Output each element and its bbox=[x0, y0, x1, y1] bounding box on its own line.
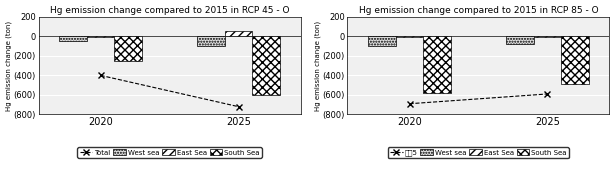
Y-axis label: Hg emission change (ton): Hg emission change (ton) bbox=[314, 20, 321, 111]
Bar bbox=[423, 36, 451, 93]
Bar bbox=[87, 36, 114, 37]
Bar bbox=[534, 36, 561, 37]
Total bbox=[235, 106, 242, 108]
계열5 bbox=[544, 93, 551, 95]
Legend: Total, West sea, East Sea, South Sea: Total, West sea, East Sea, South Sea bbox=[77, 147, 261, 158]
Bar bbox=[114, 36, 142, 61]
Bar bbox=[368, 36, 395, 46]
Line: Total: Total bbox=[98, 73, 241, 109]
Bar bbox=[561, 36, 589, 84]
Bar bbox=[197, 36, 224, 46]
Bar bbox=[252, 36, 280, 95]
Bar bbox=[395, 36, 423, 37]
Total bbox=[97, 74, 105, 76]
Bar bbox=[224, 31, 252, 36]
Legend: 계열5, West sea, East Sea, South Sea: 계열5, West sea, East Sea, South Sea bbox=[388, 147, 569, 158]
Y-axis label: Hg emission change (ton): Hg emission change (ton) bbox=[6, 20, 12, 111]
Bar bbox=[59, 36, 87, 41]
Bar bbox=[506, 36, 534, 44]
Title: Hg emission change compared to 2015 in RCP 45 - O: Hg emission change compared to 2015 in R… bbox=[50, 6, 289, 15]
계열5 bbox=[406, 103, 413, 105]
Title: Hg emission change compared to 2015 in RCP 85 - O: Hg emission change compared to 2015 in R… bbox=[359, 6, 598, 15]
Line: 계열5: 계열5 bbox=[407, 91, 550, 107]
